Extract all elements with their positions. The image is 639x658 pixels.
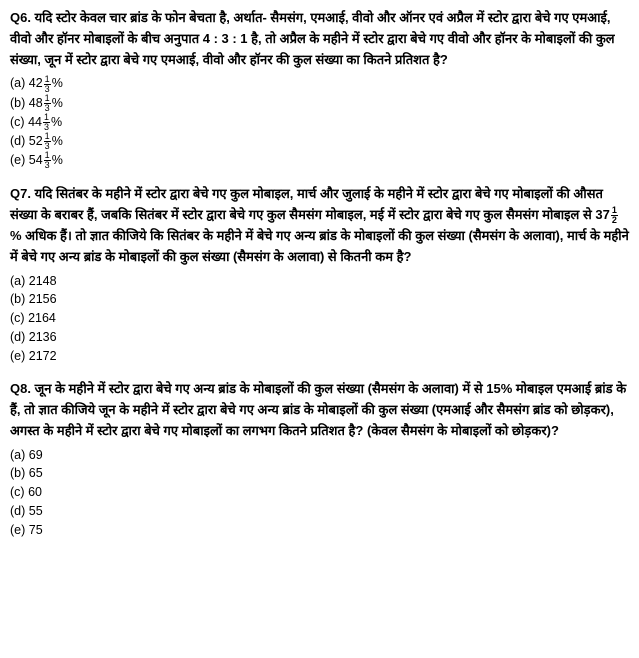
question-8: Q8. जून के महीने में स्टोर द्वारा बेचे ग…: [10, 379, 629, 539]
option-d: (d) 2136: [10, 328, 629, 347]
q-body-part2: % अधिक हैं। तो ज्ञात कीजिये कि सितंबर के…: [10, 228, 629, 264]
option-e: (e) 75: [10, 521, 629, 540]
option-b: (b) 2156: [10, 290, 629, 309]
question-6-text: Q6. यदि स्टोर केवल चार ब्रांड के फोन बेच…: [10, 8, 629, 70]
q-number: Q6.: [10, 10, 31, 25]
question-7: Q7. यदि सितंबर के महीने में स्टोर द्वारा…: [10, 184, 629, 365]
question-7-options: (a) 2148 (b) 2156 (c) 2164 (d) 2136 (e) …: [10, 272, 629, 366]
option-a: (a) 2148: [10, 272, 629, 291]
option-c: (c) 2164: [10, 309, 629, 328]
q-number: Q7.: [10, 186, 31, 201]
question-7-text: Q7. यदि सितंबर के महीने में स्टोर द्वारा…: [10, 184, 629, 267]
question-8-options: (a) 69 (b) 65 (c) 60 (d) 55 (e) 75: [10, 446, 629, 540]
option-e: (e) 5413%: [10, 151, 629, 170]
option-b: (b) 4813%: [10, 94, 629, 113]
option-d: (d) 55: [10, 502, 629, 521]
option-c: (c) 4413%: [10, 113, 629, 132]
option-c: (c) 60: [10, 483, 629, 502]
option-a: (a) 69: [10, 446, 629, 465]
q-number: Q8.: [10, 381, 31, 396]
option-b: (b) 65: [10, 464, 629, 483]
option-e: (e) 2172: [10, 347, 629, 366]
question-8-text: Q8. जून के महीने में स्टोर द्वारा बेचे ग…: [10, 379, 629, 441]
q-body-part1: यदि सितंबर के महीने में स्टोर द्वारा बेच…: [10, 186, 610, 222]
q-body: जून के महीने में स्टोर द्वारा बेचे गए अन…: [10, 381, 626, 438]
option-d: (d) 5213%: [10, 132, 629, 151]
option-a: (a) 4213%: [10, 74, 629, 93]
question-6: Q6. यदि स्टोर केवल चार ब्रांड के फोन बेच…: [10, 8, 629, 170]
q-body: यदि स्टोर केवल चार ब्रांड के फोन बेचता ह…: [10, 10, 615, 67]
question-6-options: (a) 4213% (b) 4813% (c) 4413% (d) 5213% …: [10, 74, 629, 170]
